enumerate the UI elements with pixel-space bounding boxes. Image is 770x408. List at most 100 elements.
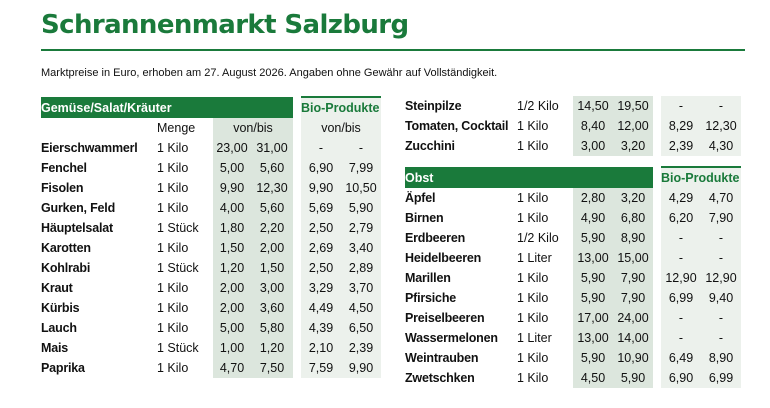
product-name: Pfirsiche (405, 291, 457, 305)
bio-price-from: 3,29 (301, 278, 341, 298)
table-row: Mais 1 Stück 1,00 1,20 2,10 2,39 (41, 338, 381, 358)
price-to: 5,60 (251, 158, 293, 178)
price-to: 24,00 (613, 308, 653, 328)
price-to: 31,00 (251, 138, 293, 158)
bio-price-to: - (701, 228, 741, 248)
bio-price-from: 4,49 (301, 298, 341, 318)
price-from: 4,90 (573, 208, 613, 228)
product-name: Fenchel (41, 161, 87, 175)
price-from: 3,00 (573, 136, 613, 156)
price-to: 5,60 (251, 198, 293, 218)
bio-price-to: 3,70 (341, 278, 381, 298)
spacer (653, 328, 661, 348)
price-from: 2,00 (213, 278, 251, 298)
price-from: 5,00 (213, 318, 251, 338)
bio-price-to: - (701, 248, 741, 268)
price-to: 7,90 (613, 288, 653, 308)
price-from: 5,90 (573, 288, 613, 308)
table-row: Preiselbeeren 1 Kilo 17,00 24,00- - (405, 308, 741, 328)
quantity-unit: 1/2 Kilo (517, 99, 559, 113)
spacer (653, 368, 661, 388)
price-from: 14,50 (573, 96, 613, 116)
price-to: 8,90 (613, 228, 653, 248)
vegetable-header-label: Gemüse/Salat/Kräuter (41, 97, 293, 118)
quantity-unit: 1 Stück (157, 261, 199, 275)
spacer (653, 96, 661, 116)
column-header-menge: Menge (157, 121, 196, 135)
fruit-header-label: Obst (405, 167, 653, 188)
table-row: Heidelbeeren 1 Liter 13,00 15,00- - (405, 248, 741, 268)
bio-price-to: 10,50 (341, 178, 381, 198)
spacer (653, 308, 661, 328)
bio-price-from: 8,29 (661, 116, 701, 136)
table-row: Steinpilze 1/2 Kilo 14,50 19,50- - (405, 96, 741, 116)
bio-price-to: 12,90 (701, 268, 741, 288)
table-row: Pfirsiche 1 Kilo 5,90 7,90 6,99 9,40 (405, 288, 741, 308)
spacer (653, 116, 661, 136)
product-name: Lauch (41, 321, 77, 335)
quantity-unit: 1 Kilo (157, 301, 189, 315)
price-to: 2,20 (251, 218, 293, 238)
spacer (293, 338, 301, 358)
price-to: 19,50 (613, 96, 653, 116)
spacer (293, 218, 301, 238)
price-to: 7,90 (613, 268, 653, 288)
fruit-price-table: Obst Bio-Produkte Äpfel 1 Kilo 2,80 3,20 4,2… (405, 166, 741, 388)
quantity-unit: 1 Kilo (157, 321, 189, 335)
price-from: 1,00 (213, 338, 251, 358)
spacer (653, 288, 661, 308)
column-header-vonbis: von/bis (213, 118, 293, 138)
price-to: 7,50 (251, 358, 293, 378)
spacer (293, 298, 301, 318)
price-from: 5,90 (573, 268, 613, 288)
bio-price-from: 6,90 (301, 158, 341, 178)
table-row: Zwetschken 1 Kilo 4,50 5,90 6,90 6,99 (405, 368, 741, 388)
price-to: 5,90 (613, 368, 653, 388)
spacer (293, 358, 301, 378)
product-name: Birnen (405, 211, 444, 225)
product-name: Gurken, Feld (41, 201, 116, 215)
quantity-unit: 1 Kilo (517, 271, 549, 285)
bio-price-from: 4,39 (301, 318, 341, 338)
price-to: 3,20 (613, 136, 653, 156)
product-name: Kraut (41, 281, 73, 295)
column-header-bio-vonbis: von/bis (301, 118, 381, 138)
quantity-unit: 1 Kilo (517, 311, 549, 325)
quantity-unit: 1/2 Kilo (517, 231, 559, 245)
product-name: Häuptelsalat (41, 221, 113, 235)
price-to: 5,80 (251, 318, 293, 338)
price-from: 4,70 (213, 358, 251, 378)
bio-price-to: 2,89 (341, 258, 381, 278)
price-to: 12,00 (613, 116, 653, 136)
spacer (653, 208, 661, 228)
spacer (653, 188, 661, 208)
bio-price-to: 2,39 (341, 338, 381, 358)
table-row: Tomaten, Cocktail 1 Kilo 8,40 12,00 8,29 12,3… (405, 116, 741, 136)
price-from: 2,00 (213, 298, 251, 318)
spacer (653, 268, 661, 288)
bio-price-from: 7,59 (301, 358, 341, 378)
price-from: 8,40 (573, 116, 613, 136)
spacer (293, 238, 301, 258)
bio-price-from: 6,49 (661, 348, 701, 368)
price-to: 10,90 (613, 348, 653, 368)
quantity-unit: 1 Kilo (157, 161, 189, 175)
product-name: Eierschwammerl (41, 141, 138, 155)
bio-price-to: 4,50 (341, 298, 381, 318)
vegetable-rows: Eierschwammerl 1 Kilo 23,00 31,00- - Fenchel 1… (41, 138, 381, 378)
product-name: Zucchini (405, 139, 455, 153)
bio-price-from: 12,90 (661, 268, 701, 288)
vegetable-bio-header: Bio-Produkte (301, 96, 381, 118)
price-to: 3,20 (613, 188, 653, 208)
price-to: 14,00 (613, 328, 653, 348)
bio-price-from: - (661, 228, 701, 248)
spacer (653, 136, 661, 156)
table-row: Fisolen 1 Kilo 9,90 12,30 9,90 10,50 (41, 178, 381, 198)
quantity-unit: 1 Kilo (157, 281, 189, 295)
quantity-unit: 1 Kilo (517, 139, 549, 153)
bio-price-to: 6,99 (701, 368, 741, 388)
table-row: Gurken, Feld 1 Kilo 4,00 5,60 5,69 5,90 (41, 198, 381, 218)
bio-price-from: - (661, 328, 701, 348)
price-from: 1,20 (213, 258, 251, 278)
price-from: 5,90 (573, 348, 613, 368)
